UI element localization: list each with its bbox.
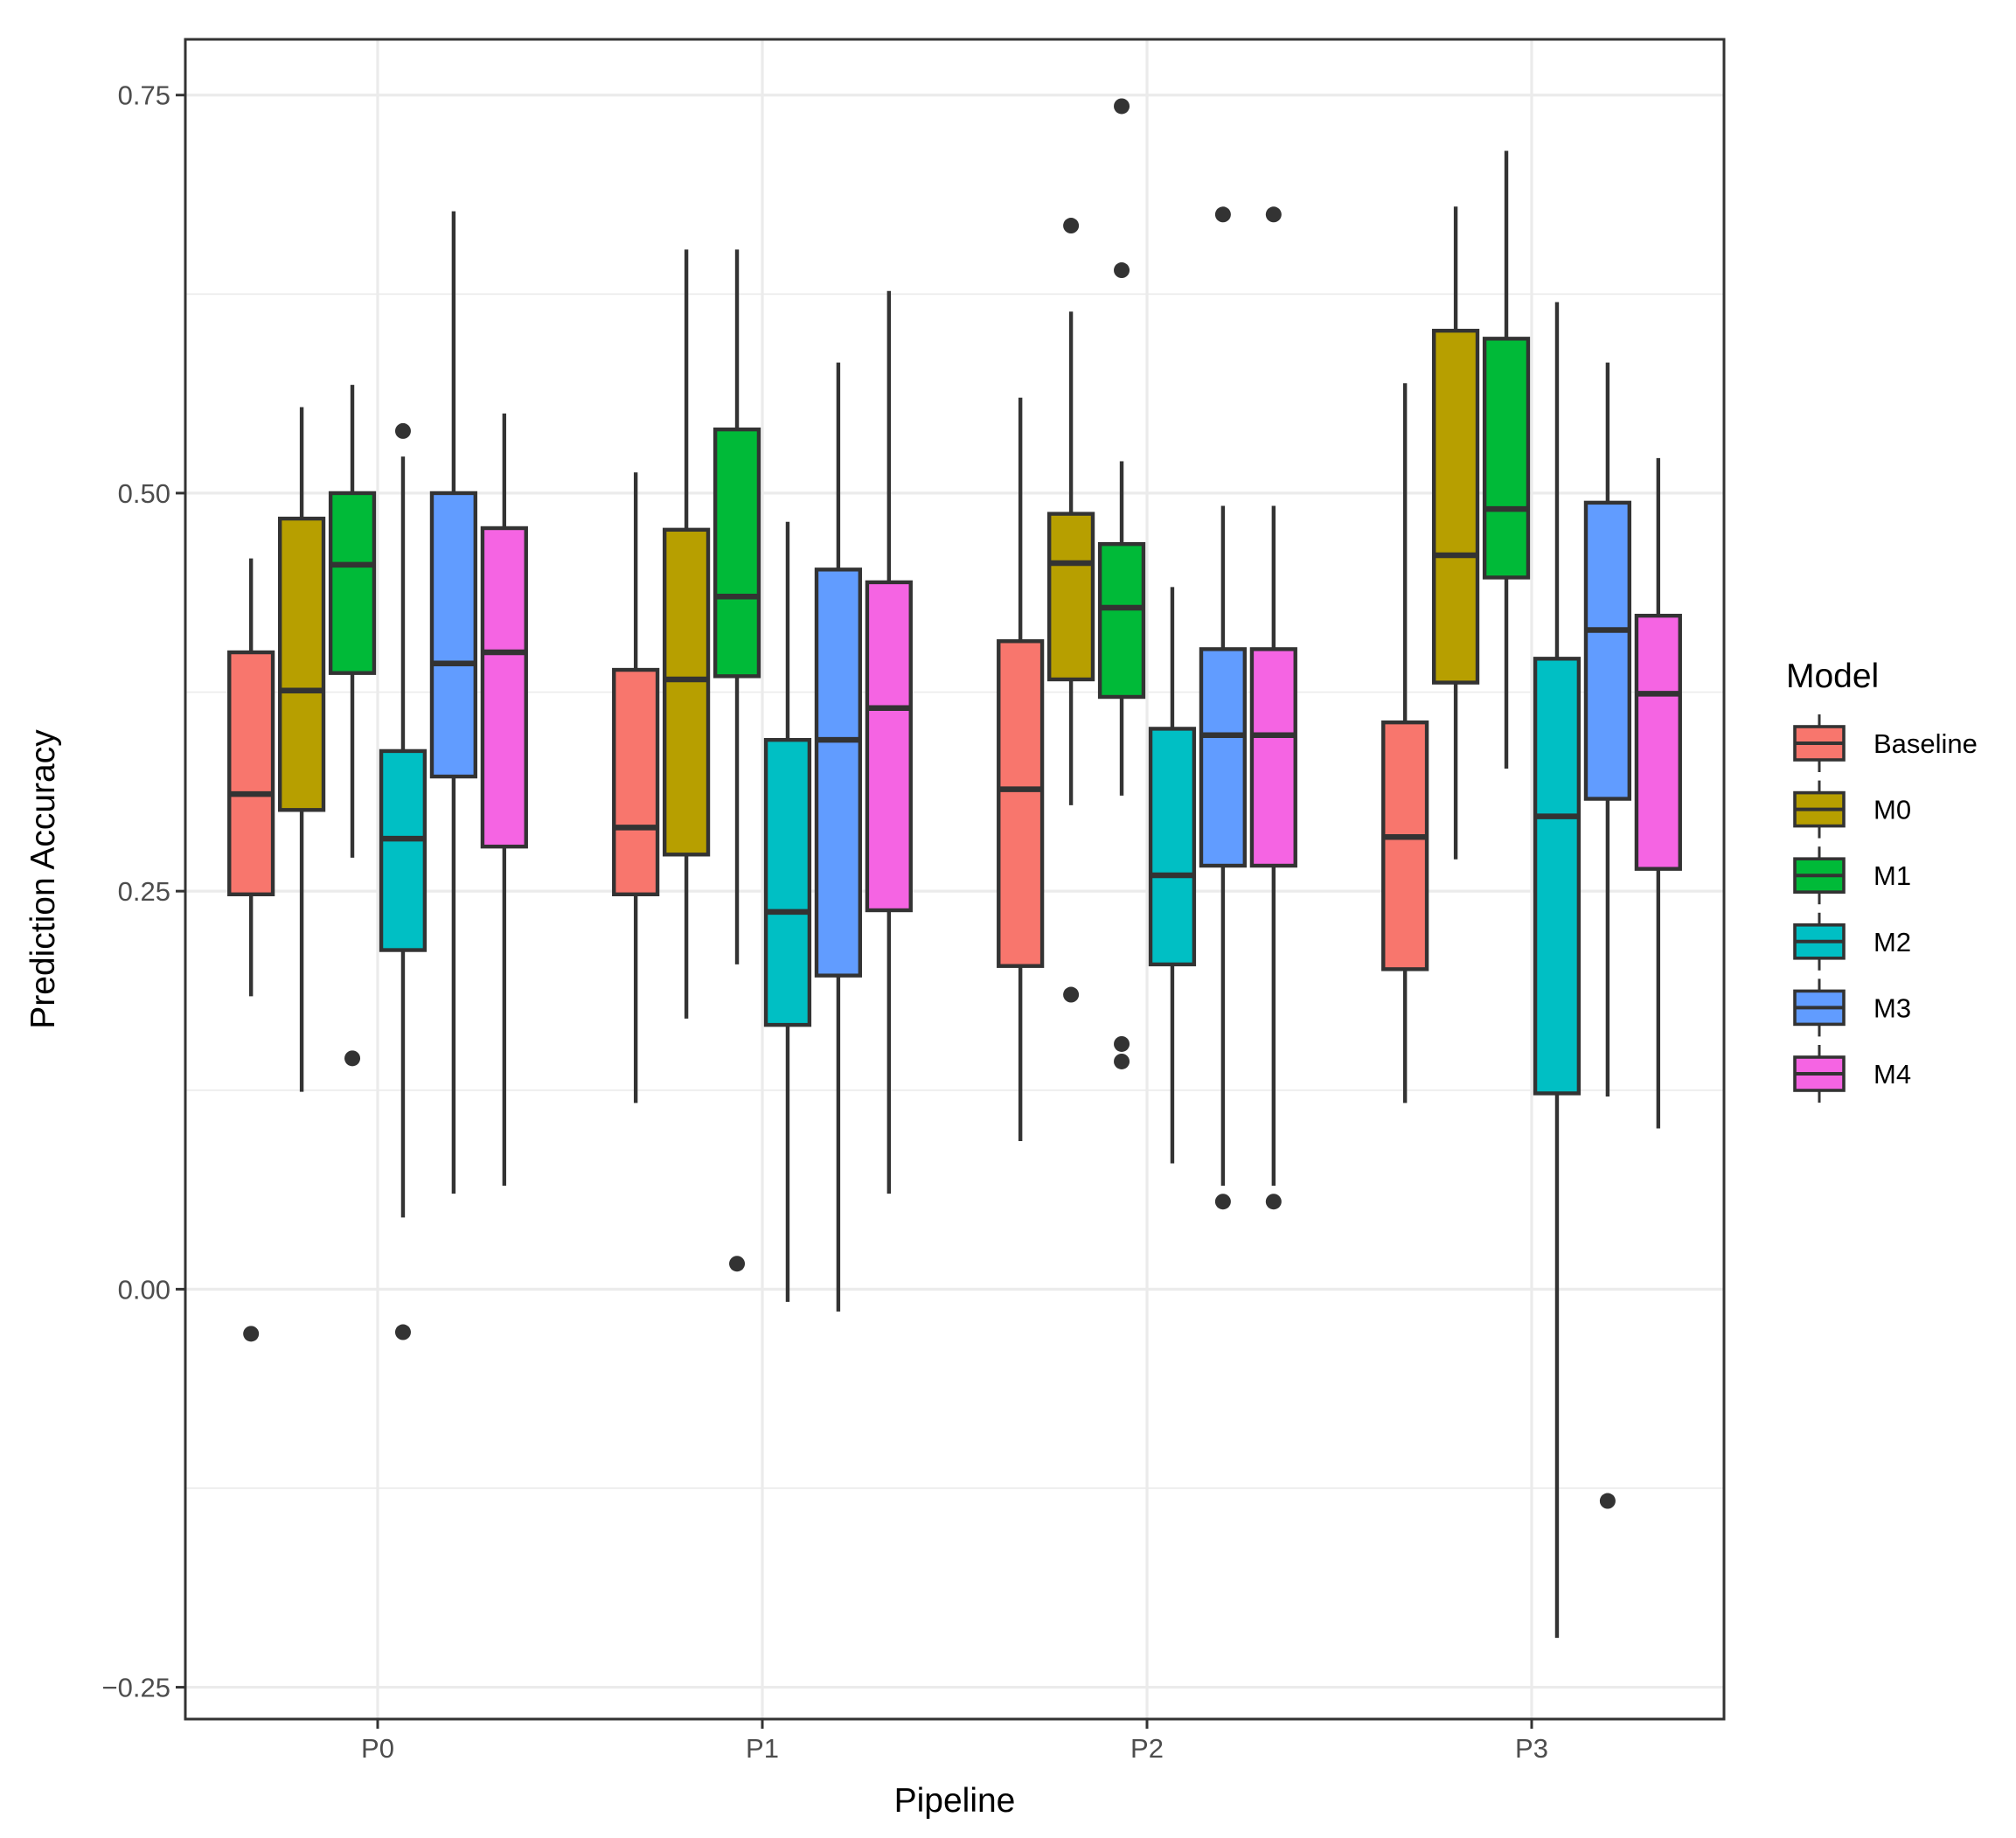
outlier-point <box>1265 206 1282 223</box>
x-axis-title: Pipeline <box>894 1782 1016 1820</box>
box-body <box>997 639 1045 968</box>
box-body <box>1381 720 1429 971</box>
legend-label: M3 <box>1873 992 1911 1023</box>
box-m2-p3 <box>1533 302 1582 1639</box>
box-m2-p2 <box>1148 587 1197 1164</box>
x-tick-label: P1 <box>746 1733 779 1764</box>
outlier-point <box>1214 206 1231 223</box>
box-body <box>814 567 863 978</box>
box-baseline-p2 <box>997 397 1045 1142</box>
box-m4-p2 <box>1249 206 1297 1210</box>
box-body <box>865 580 913 913</box>
outlier-point <box>1114 262 1130 279</box>
axes: −0.25 0.00 0.25 0.50 0.75 P0 P1 P2 P3 <box>102 80 1548 1764</box>
outlier-point <box>344 1050 361 1067</box>
box-body <box>1583 500 1632 801</box>
outlier-point <box>1214 1194 1231 1210</box>
panel-border <box>184 38 1726 1721</box>
box-m4-p3 <box>1634 457 1682 1129</box>
y-tick-label: −0.25 <box>102 1673 170 1703</box>
box-m0-p1 <box>662 249 711 1019</box>
y-tick-label: 0.25 <box>118 876 170 907</box>
box-body <box>480 526 528 849</box>
box-m4-p1 <box>865 290 913 1194</box>
x-tick-label: P3 <box>1515 1733 1548 1764</box>
y-tick-label: 0.75 <box>118 80 170 111</box>
legend-label: M0 <box>1873 795 1911 825</box>
box-m3-p0 <box>429 211 478 1194</box>
legend-label: Baseline <box>1873 728 1978 759</box>
legend-key-m0: M0 <box>1793 780 1911 839</box>
box-body <box>1148 727 1197 967</box>
legend-label: M1 <box>1873 860 1911 891</box>
box-baseline-p1 <box>612 472 660 1103</box>
box-body <box>379 748 428 952</box>
box-baseline-p3 <box>1381 383 1429 1103</box>
legend: Model Baseline M0 M1 M2 M3 M4 <box>1786 658 1978 1103</box>
box-body <box>328 491 377 675</box>
box-body <box>429 491 478 779</box>
box-m3-p3 <box>1583 362 1632 1509</box>
outlier-point <box>394 1324 411 1340</box>
box-body <box>1634 613 1682 871</box>
box-m3-p1 <box>814 362 863 1312</box>
x-tick-label: P2 <box>1130 1733 1164 1764</box>
y-axis-title: Prediction Accuracy <box>24 729 62 1029</box>
box-m1-p1 <box>713 249 761 1272</box>
box-m1-p3 <box>1482 150 1531 769</box>
box-layer <box>227 98 1682 1639</box>
box-body <box>1249 647 1297 868</box>
box-body <box>277 516 326 812</box>
legend-key-baseline: Baseline <box>1793 714 1978 772</box>
y-tick-label: 0.50 <box>118 478 170 509</box>
legend-key-m3: M3 <box>1793 978 1911 1037</box>
box-m2-p0 <box>379 422 428 1340</box>
outlier-point <box>1265 1194 1282 1210</box>
box-body <box>1199 647 1248 868</box>
box-body <box>713 427 761 679</box>
box-body <box>1431 329 1480 685</box>
box-m1-p2 <box>1097 98 1146 1069</box>
outlier-point <box>1063 986 1080 1003</box>
box-m4-p0 <box>480 413 528 1187</box>
outlier-point <box>1599 1493 1616 1509</box>
outlier-point <box>1114 1035 1130 1052</box>
box-body <box>227 650 275 896</box>
legend-key-m4: M4 <box>1793 1045 1911 1103</box>
box-body <box>763 737 812 1027</box>
box-m0-p0 <box>277 407 326 1092</box>
outlier-point <box>394 422 411 439</box>
y-tick-label: 0.00 <box>118 1274 170 1305</box>
outlier-point <box>1114 1053 1130 1069</box>
box-m0-p2 <box>1046 218 1095 1003</box>
box-body <box>1533 657 1582 1096</box>
box-m3-p2 <box>1199 206 1248 1210</box>
legend-label: M2 <box>1873 927 1911 957</box>
box-body <box>1046 512 1095 682</box>
x-tick-label: P0 <box>361 1733 394 1764</box>
legend-title: Model <box>1786 658 1879 695</box>
outlier-point <box>1114 98 1130 115</box>
box-body <box>662 527 711 857</box>
box-baseline-p0 <box>227 558 275 1342</box>
outlier-point <box>243 1326 260 1342</box>
outlier-point <box>729 1256 746 1272</box>
legend-key-m2: M2 <box>1793 912 1911 971</box>
box-m0-p3 <box>1431 206 1480 860</box>
box-m2-p1 <box>763 521 812 1302</box>
box-body <box>1482 337 1531 580</box>
legend-label: M4 <box>1873 1059 1911 1090</box>
box-body <box>612 667 660 896</box>
box-m1-p0 <box>328 385 377 1067</box>
outlier-point <box>1063 218 1080 234</box>
legend-key-m1: M1 <box>1793 846 1911 905</box>
box-body <box>1097 542 1146 700</box>
